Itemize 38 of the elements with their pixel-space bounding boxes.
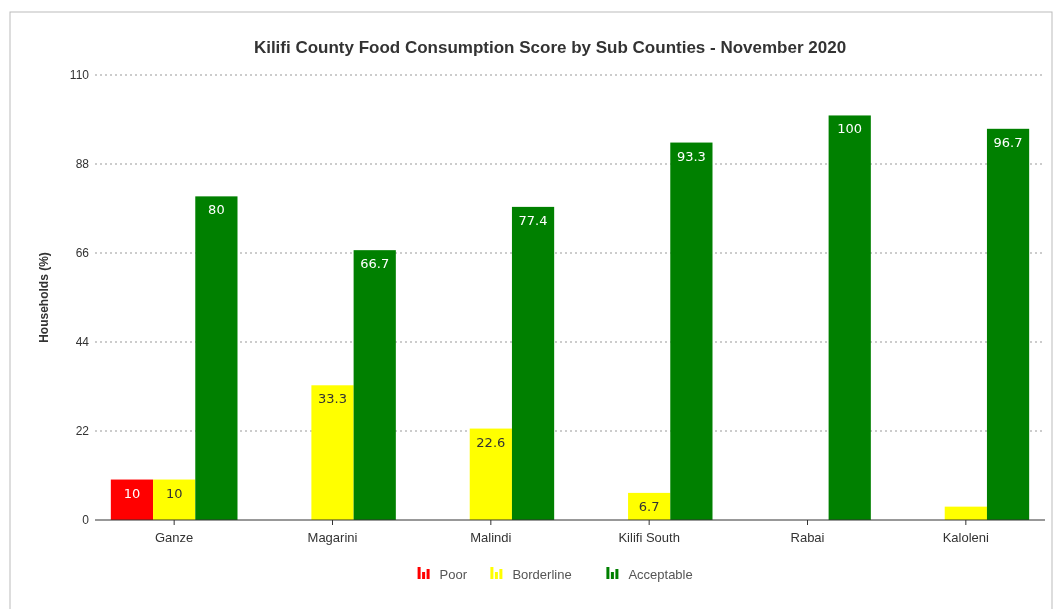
data-label: 93.3: [676, 148, 706, 164]
bar: [670, 142, 713, 520]
x-tick-label: Magarini: [307, 530, 358, 545]
data-label: 96.7: [993, 134, 1023, 150]
legend-label: Poor: [439, 567, 468, 582]
chart-title: Kilifi County Food Consumption Score by Sub Counties - November 2020: [253, 38, 847, 57]
y-tick-label: 44: [75, 335, 90, 349]
x-tick-label: Rabai: [790, 530, 825, 545]
data-label: 80: [208, 202, 225, 218]
bar: [110, 479, 154, 520]
bar: [311, 385, 354, 520]
y-axis-title: Households (%): [37, 252, 51, 343]
legend-label: Borderline: [512, 567, 572, 582]
data-label: 77.4: [518, 212, 548, 228]
data-label: 6.7: [638, 498, 660, 514]
data-label: 33.3: [318, 391, 347, 407]
bar: [153, 479, 196, 520]
data-label: 100: [837, 121, 863, 137]
bar: [195, 196, 238, 520]
bar: [511, 206, 555, 520]
data-label: 10: [165, 485, 183, 501]
bar: [828, 115, 871, 520]
y-tick-label: 22: [75, 424, 90, 438]
legend-label: Acceptable: [628, 567, 693, 582]
y-tick-label: 88: [75, 157, 90, 171]
bar: [469, 428, 512, 520]
data-label: 22.6: [476, 434, 506, 450]
x-tick-label: Kaloleni: [942, 530, 990, 545]
x-tick-label: Malindi: [470, 530, 512, 545]
y-tick-label: 66: [75, 246, 90, 260]
y-tick-label: 110: [69, 68, 90, 82]
bar: [353, 250, 396, 520]
data-label: 10: [123, 485, 141, 501]
y-tick-label: 0: [82, 513, 90, 527]
x-tick-label: Ganze: [155, 530, 194, 545]
data-label: 66.7: [360, 256, 390, 272]
x-tick-label: Kilifi South: [618, 530, 680, 545]
bar: [986, 128, 1030, 520]
